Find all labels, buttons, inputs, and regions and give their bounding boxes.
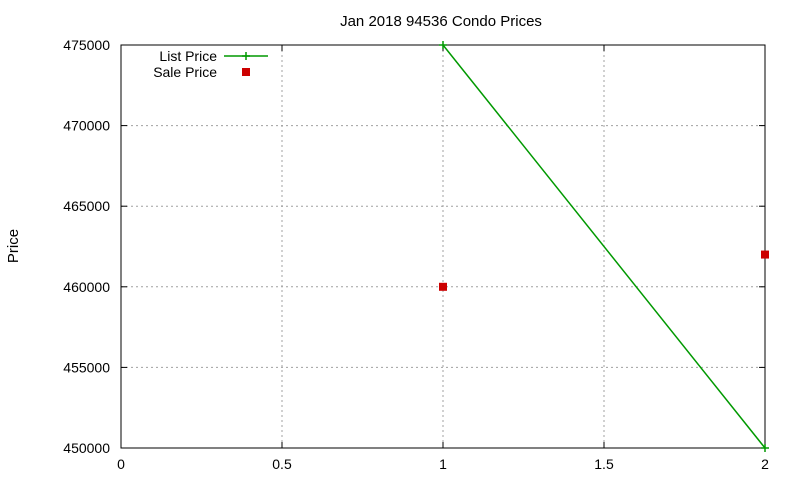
y-tick-label: 460000 (63, 279, 110, 295)
x-tick-label: 1.5 (594, 456, 614, 472)
y-tick-label: 450000 (63, 440, 110, 456)
legend-label: Sale Price (153, 64, 217, 80)
list-price-line (442, 44, 766, 449)
sale-price-point (761, 250, 769, 259)
series-list-price (439, 41, 769, 452)
list-price-point (761, 444, 769, 452)
list-price-point (439, 41, 447, 49)
series-layer (439, 41, 769, 452)
legend-item: Sale Price (153, 64, 250, 80)
sale-price-point (439, 282, 447, 291)
x-tick-label: 2 (761, 456, 769, 472)
y-tick-label: 465000 (63, 198, 110, 214)
x-tick-label: 0 (117, 456, 125, 472)
legend-item: List Price (159, 48, 268, 64)
series-sale-price (439, 250, 769, 291)
legend-label: List Price (159, 48, 217, 64)
y-axis-label: Price (5, 229, 22, 263)
y-tick-label: 455000 (63, 359, 110, 375)
y-tick-label: 470000 (63, 118, 110, 134)
chart-title: Jan 2018 94536 Condo Prices (340, 13, 542, 30)
x-tick-label: 1 (439, 456, 447, 472)
y-tick-label: 475000 (63, 37, 110, 53)
legend-plus-marker (242, 52, 250, 60)
grid (121, 45, 765, 448)
axis-ticks: 0 0.5 1 1.5 2 450000 455000 460000 465000 470000 4… (63, 37, 769, 472)
legend-square-marker (242, 68, 250, 76)
x-tick-label: 0.5 (272, 456, 292, 472)
